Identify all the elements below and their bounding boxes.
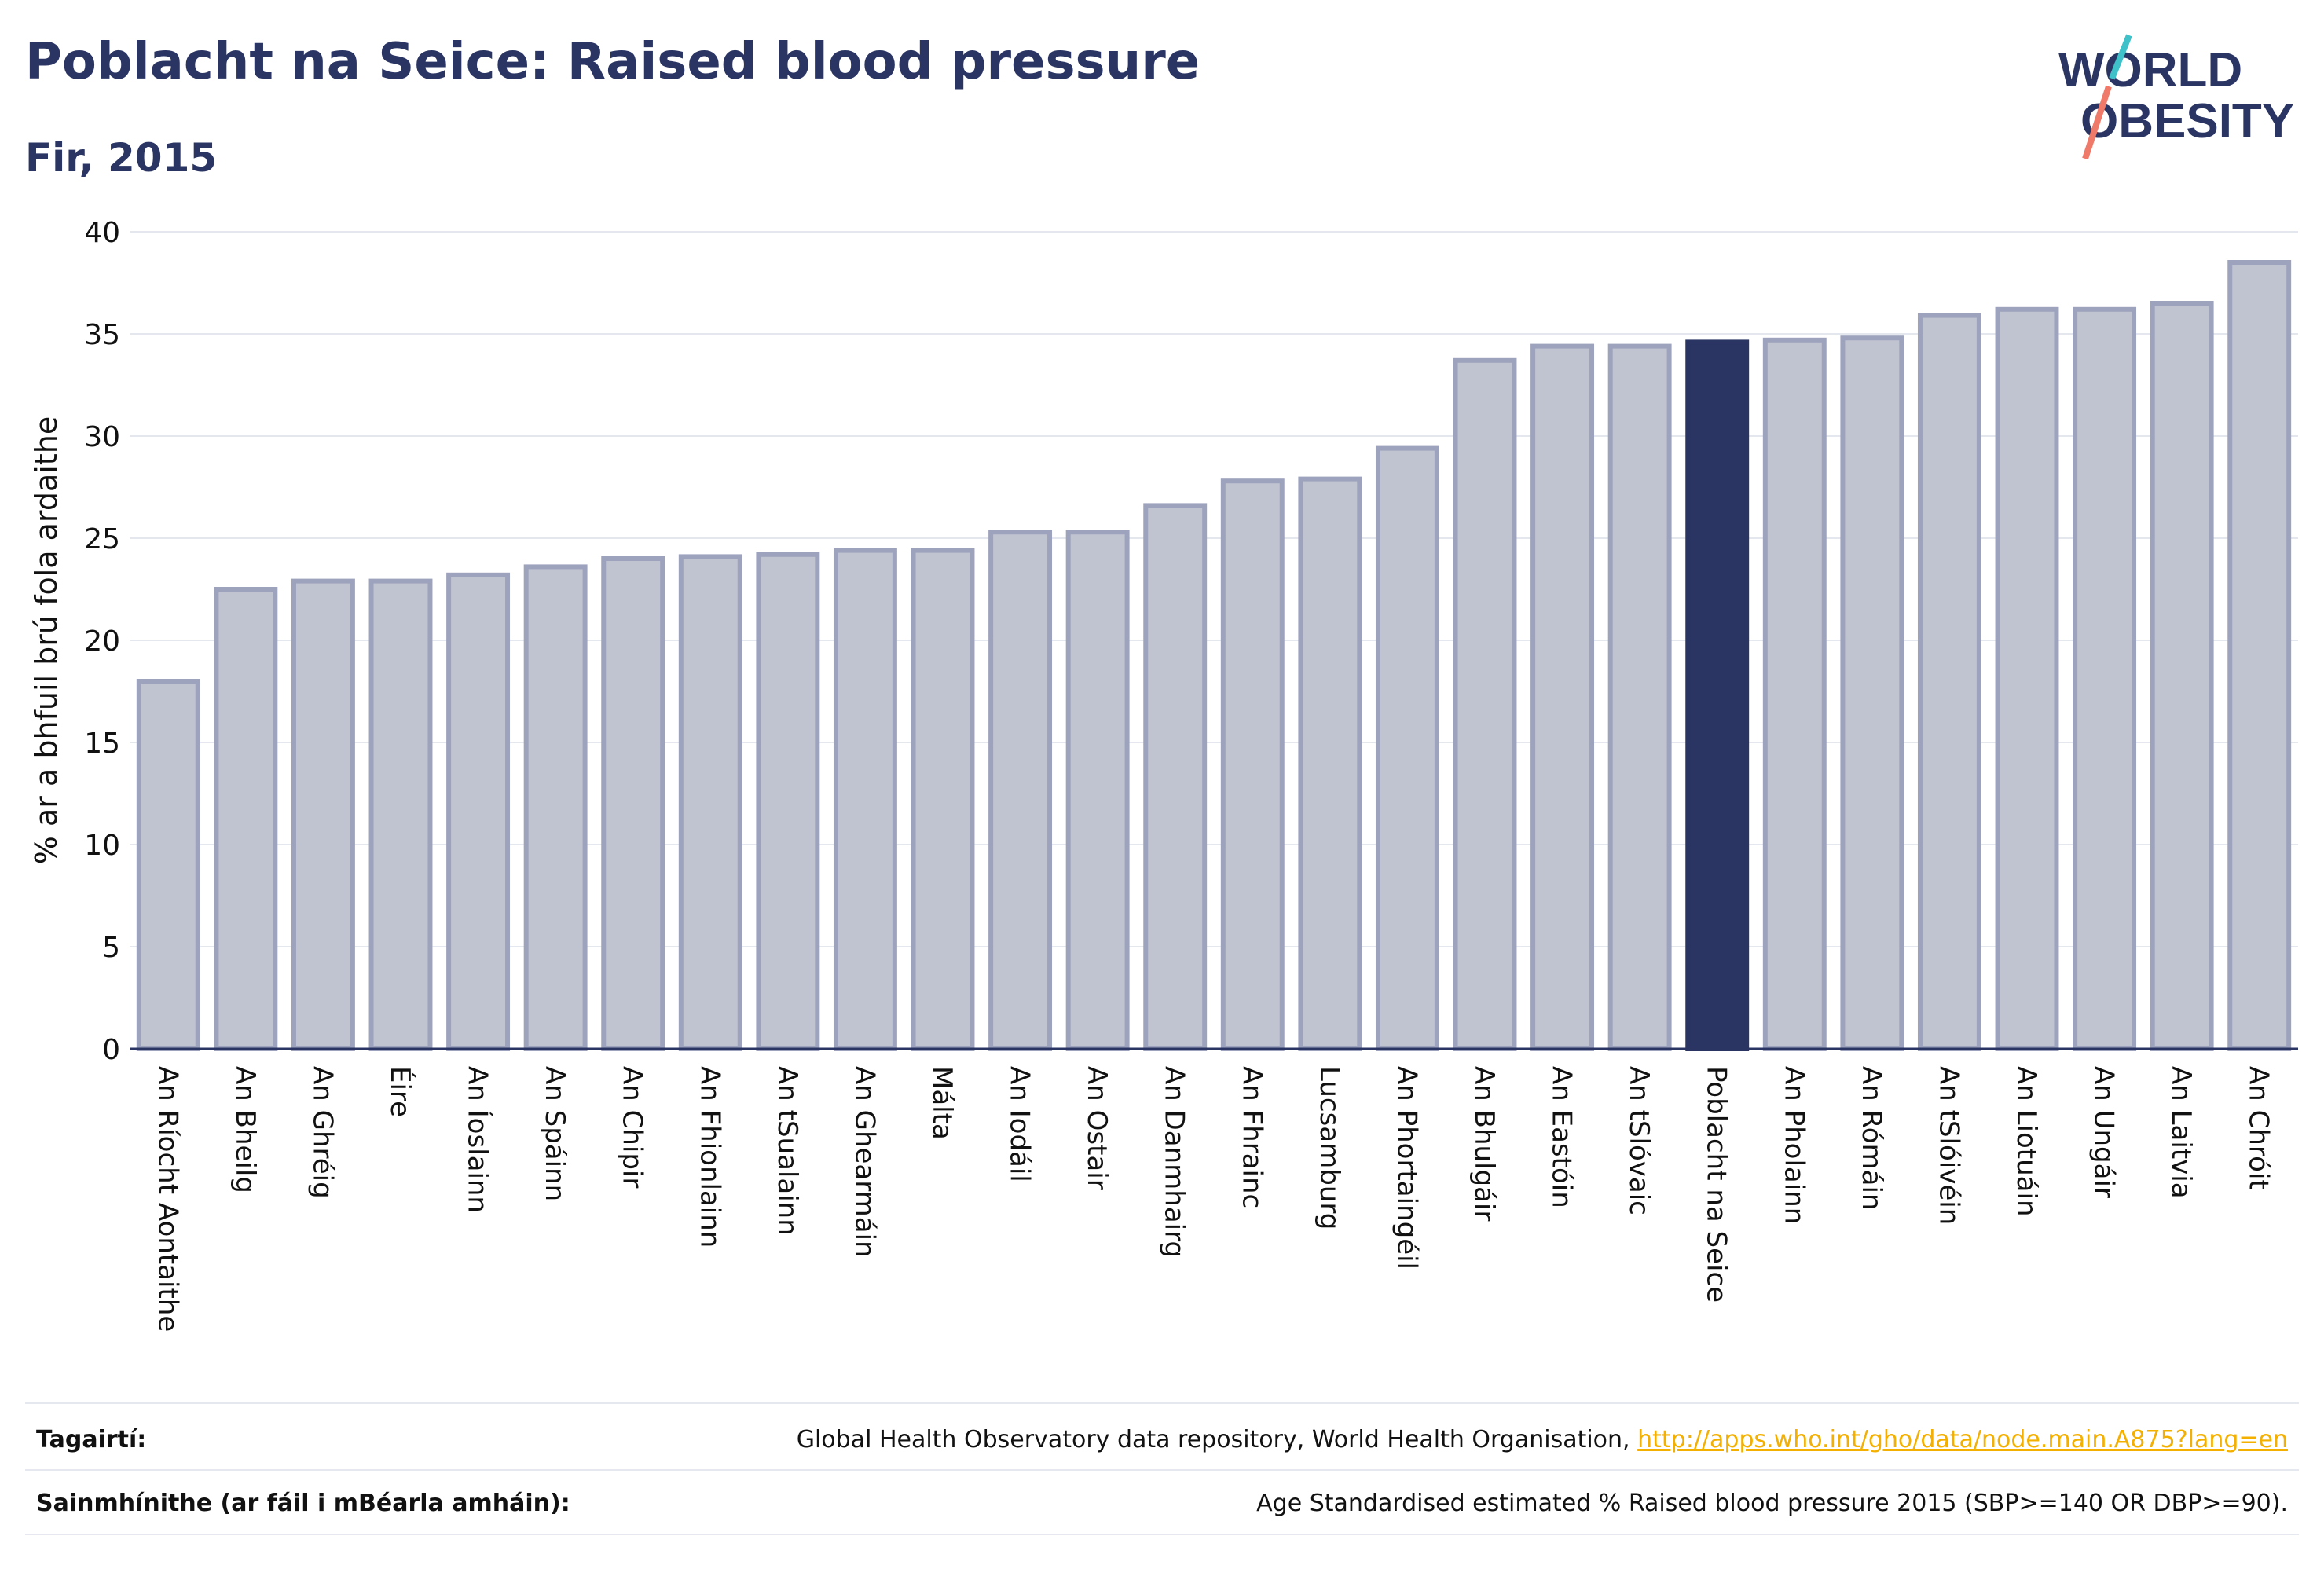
bar bbox=[136, 679, 200, 1051]
bar bbox=[833, 548, 897, 1051]
bar bbox=[1453, 357, 1517, 1051]
x-tick-label: An Fhrainc bbox=[1236, 1066, 1267, 1208]
page-title: Poblacht na Seice: Raised blood pressure bbox=[25, 33, 1200, 91]
bar bbox=[678, 554, 742, 1051]
y-tick-label: 40 bbox=[84, 217, 120, 249]
references-link[interactable]: http://apps.who.int/gho/data/node.main.A… bbox=[1637, 1426, 2288, 1453]
y-tick-label: 10 bbox=[84, 830, 120, 862]
bar bbox=[1762, 337, 1827, 1051]
bar bbox=[1065, 530, 1130, 1051]
bar bbox=[214, 587, 278, 1051]
bar-highlight bbox=[1685, 339, 1750, 1051]
bar bbox=[446, 572, 511, 1051]
y-axis-label: % ar a bhfuil brú fola ardaithe bbox=[29, 416, 64, 864]
y-tick-labels: 0 5 10 15 20 25 30 35 40 bbox=[84, 217, 120, 1066]
bars bbox=[136, 260, 2292, 1052]
bar bbox=[1375, 445, 1439, 1051]
footer-divider bbox=[25, 1469, 2299, 1471]
y-tick-label: 30 bbox=[84, 421, 120, 453]
x-tick-label: An Pholainn bbox=[1778, 1066, 1809, 1224]
bar bbox=[1607, 343, 1672, 1052]
x-tick-label: An Ghearmáin bbox=[849, 1066, 880, 1258]
x-tick-label: An Íoslainn bbox=[462, 1066, 494, 1213]
references-value: Global Health Observatory data repositor… bbox=[797, 1426, 2288, 1453]
logo-slash-coral-icon bbox=[2082, 85, 2112, 160]
x-tick-label: An Laitvia bbox=[2165, 1066, 2197, 1199]
logo-line-2: OBESITY bbox=[2080, 94, 2294, 148]
x-tick-label: Lucsamburg bbox=[1314, 1066, 1345, 1230]
bar bbox=[756, 552, 820, 1051]
bar bbox=[1840, 335, 1904, 1051]
bar bbox=[1220, 478, 1285, 1051]
bar bbox=[911, 548, 975, 1051]
bar bbox=[2073, 306, 2137, 1051]
x-tick-label: An Danmhairg bbox=[1159, 1066, 1190, 1258]
bar bbox=[523, 564, 588, 1051]
bar bbox=[2150, 301, 2214, 1051]
y-tick-label: 25 bbox=[84, 523, 120, 555]
bar bbox=[988, 530, 1053, 1051]
y-tick-label: 0 bbox=[102, 1034, 120, 1066]
x-tick-label: An Eastóin bbox=[1546, 1066, 1578, 1208]
x-tick-label: An Chróit bbox=[2243, 1066, 2275, 1190]
page-subtitle: Fir, 2015 bbox=[25, 135, 218, 181]
references-label: Tagairtí: bbox=[36, 1426, 147, 1453]
bar bbox=[1143, 503, 1208, 1051]
world-obesity-logo: WORLD OBESITY bbox=[2058, 34, 2294, 160]
bar bbox=[1917, 313, 1981, 1052]
footer-divider bbox=[25, 1534, 2299, 1535]
y-tick-label: 20 bbox=[84, 625, 120, 658]
y-tick-label: 35 bbox=[84, 319, 120, 351]
bar bbox=[1530, 343, 1595, 1052]
bar bbox=[291, 578, 355, 1051]
x-tick-label: Málta bbox=[926, 1066, 958, 1140]
x-tick-label: Poblacht na Seice bbox=[1701, 1066, 1732, 1303]
x-tick-label: Éire bbox=[384, 1066, 416, 1117]
logo-slash-teal-icon bbox=[2109, 34, 2132, 80]
x-tick-label: An Iodáil bbox=[1004, 1066, 1036, 1182]
x-tick-label: An Ostair bbox=[1081, 1066, 1113, 1190]
y-tick-label: 5 bbox=[102, 932, 120, 964]
footer-divider bbox=[25, 1402, 2299, 1404]
bar-chart: 0 5 10 15 20 25 30 35 40 An Ríocht Aontaithe An B… bbox=[29, 217, 2298, 1332]
x-tick-label: An Ghréig bbox=[306, 1066, 338, 1199]
logo-line-1: WORLD bbox=[2058, 43, 2242, 97]
x-tick-labels: An Ríocht Aontaithe An Bheilg An Ghréig Éir… bbox=[152, 1066, 2274, 1332]
definitions-label: Sainmhínithe (ar fáil i mBéarla amháin): bbox=[36, 1490, 570, 1517]
x-tick-label: An Liotuáin bbox=[2011, 1066, 2042, 1217]
definitions-text: Age Standardised estimated % Raised bloo… bbox=[1256, 1490, 2288, 1517]
y-tick-label: 15 bbox=[84, 728, 120, 760]
bar bbox=[1995, 306, 2059, 1051]
x-tick-label: An tSlóvaic bbox=[1623, 1066, 1655, 1215]
bar bbox=[368, 578, 433, 1051]
x-tick-label: An Bhulgáir bbox=[1468, 1066, 1500, 1221]
x-tick-label: An Spáinn bbox=[539, 1066, 570, 1201]
bar bbox=[1298, 476, 1362, 1051]
x-tick-label: An Ríocht Aontaithe bbox=[152, 1066, 183, 1332]
x-tick-label: An tSlóivéin bbox=[1933, 1066, 1964, 1225]
x-tick-label: An tSualainn bbox=[772, 1066, 803, 1236]
bar bbox=[2227, 260, 2292, 1051]
x-tick-label: An Ungáir bbox=[2088, 1066, 2120, 1198]
x-tick-label: An Fhionlainn bbox=[694, 1066, 725, 1248]
bar bbox=[601, 556, 665, 1051]
x-tick-label: An Phortaingéil bbox=[1391, 1066, 1422, 1270]
x-tick-label: An Bheilg bbox=[229, 1066, 261, 1193]
references-text: Global Health Observatory data repositor… bbox=[796, 1426, 1630, 1453]
x-tick-label: An Chipir bbox=[617, 1066, 648, 1188]
x-tick-label: An Rómáin bbox=[1856, 1066, 1887, 1210]
